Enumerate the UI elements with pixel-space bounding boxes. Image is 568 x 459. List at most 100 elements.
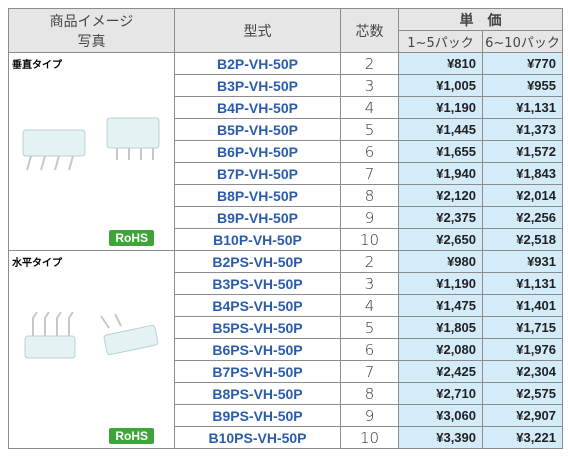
price-table: 商品イメージ 写真 型式 芯数 単 価 1~5パック 6~10パック 垂直タイプ R…	[8, 8, 563, 449]
table-row: B5P-VH-50P 5 ¥1,445 ¥1,373	[9, 118, 563, 141]
table-body: 垂直タイプ RoHS B2P-VH-50P 2 ¥810 ¥770 B3P-VH-50P 3 ¥…	[8, 52, 563, 449]
table-row: B7PS-VH-50P 7 ¥2,425 ¥2,304	[9, 360, 563, 383]
header-text: 商品イメージ	[49, 13, 134, 30]
price-cell: ¥1,131	[482, 96, 563, 119]
group-label: 水平タイプ	[12, 258, 62, 269]
price-cell: ¥1,005	[398, 74, 483, 97]
table-row: B6P-VH-50P 6 ¥1,655 ¥1,572	[9, 140, 563, 163]
cores-cell: 9	[340, 206, 399, 229]
image-cell: 垂直タイプ RoHS	[8, 52, 175, 251]
group-label: 垂直タイプ	[12, 60, 62, 71]
price-cell: ¥2,120	[398, 184, 483, 207]
model-cell: B4P-VH-50P	[174, 96, 341, 119]
table-row: B3PS-VH-50P 3 ¥1,190 ¥1,131	[9, 272, 563, 295]
cores-cell: 3	[340, 272, 399, 295]
price-cell: ¥2,650	[398, 228, 483, 251]
image-cell: 水平タイプ RoHS	[8, 250, 175, 449]
model-header: 型式	[174, 8, 341, 53]
model-cell: B9PS-VH-50P	[174, 404, 341, 427]
price-cell: ¥980	[398, 250, 483, 273]
price-cell: ¥810	[398, 52, 483, 75]
table-row: B6PS-VH-50P 6 ¥2,080 ¥1,976	[9, 338, 563, 361]
model-cell: B10PS-VH-50P	[174, 426, 341, 449]
price-cell: ¥3,221	[482, 426, 563, 449]
price-cell: ¥1,131	[482, 272, 563, 295]
product-photo	[24, 311, 159, 359]
cores-cell: 3	[340, 74, 399, 97]
model-cell: B7PS-VH-50P	[174, 360, 341, 383]
model-cell: B9P-VH-50P	[174, 206, 341, 229]
price-cell: ¥1,475	[398, 294, 483, 317]
price-cell: ¥2,425	[398, 360, 483, 383]
model-cell: B6PS-VH-50P	[174, 338, 341, 361]
price-cell: ¥2,518	[482, 228, 563, 251]
price-cell: ¥1,805	[398, 316, 483, 339]
model-cell: B6P-VH-50P	[174, 140, 341, 163]
image-header: 商品イメージ 写真	[8, 8, 175, 53]
price-cell: ¥2,256	[482, 206, 563, 229]
model-cell: B7P-VH-50P	[174, 162, 341, 185]
table-row: B10PS-VH-50P 10 ¥3,390 ¥3,221	[9, 426, 563, 449]
cores-cell: 5	[340, 118, 399, 141]
price-cell: ¥2,710	[398, 382, 483, 405]
table-row: B8PS-VH-50P 8 ¥2,710 ¥2,575	[9, 382, 563, 405]
price-cell: ¥955	[482, 74, 563, 97]
cores-header: 芯数	[340, 8, 399, 53]
price-cell: ¥1,572	[482, 140, 563, 163]
price-header: 単 価	[398, 8, 563, 31]
cores-cell: 2	[340, 250, 399, 273]
price-cell: ¥770	[482, 52, 563, 75]
cores-cell: 5	[340, 316, 399, 339]
header-text: 写真	[77, 33, 106, 50]
model-cell: B2P-VH-50P	[174, 52, 341, 75]
model-cell: B8P-VH-50P	[174, 184, 341, 207]
cores-cell: 4	[340, 96, 399, 119]
price-cell: ¥1,715	[482, 316, 563, 339]
price-cell: ¥2,304	[482, 360, 563, 383]
cores-cell: 6	[340, 140, 399, 163]
model-cell: B4PS-VH-50P	[174, 294, 341, 317]
cores-cell: 7	[340, 162, 399, 185]
cores-cell: 9	[340, 404, 399, 427]
table-row: 垂直タイプ RoHS B2P-VH-50P 2 ¥810 ¥770	[8, 52, 563, 251]
price-col-header: 6~10パック	[482, 30, 563, 53]
table-row: 水平タイプ RoHS B2PS-VH-50P 2 ¥980 ¥931	[8, 250, 563, 449]
cores-cell: 8	[340, 184, 399, 207]
model-cell: B8PS-VH-50P	[174, 382, 341, 405]
cores-cell: 10	[340, 426, 399, 449]
table-row: B3P-VH-50P 3 ¥1,005 ¥955	[9, 74, 563, 97]
table-row: B4P-VH-50P 4 ¥1,190 ¥1,131	[9, 96, 563, 119]
model-cell: B10P-VH-50P	[174, 228, 341, 251]
price-cell: ¥1,190	[398, 96, 483, 119]
cores-cell: 10	[340, 228, 399, 251]
cores-cell: 6	[340, 338, 399, 361]
table-row: B9PS-VH-50P 9 ¥3,060 ¥2,907	[9, 404, 563, 427]
model-cell: B3P-VH-50P	[174, 74, 341, 97]
price-cell: ¥3,390	[398, 426, 483, 449]
price-cell: ¥2,080	[398, 338, 483, 361]
price-cell: ¥2,575	[482, 382, 563, 405]
price-cell: ¥1,401	[482, 294, 563, 317]
table-row: B10P-VH-50P 10 ¥2,650 ¥2,518	[9, 228, 563, 251]
table-row: B4PS-VH-50P 4 ¥1,475 ¥1,401	[9, 294, 563, 317]
cores-cell: 4	[340, 294, 399, 317]
price-cell: ¥2,907	[482, 404, 563, 427]
price-cell: ¥1,190	[398, 272, 483, 295]
price-cell: ¥2,375	[398, 206, 483, 229]
price-cell: ¥1,976	[482, 338, 563, 361]
price-cell: ¥3,060	[398, 404, 483, 427]
cores-cell: 8	[340, 382, 399, 405]
table-row: B8P-VH-50P 8 ¥2,120 ¥2,014	[9, 184, 563, 207]
model-cell: B5PS-VH-50P	[174, 316, 341, 339]
price-cell: ¥931	[482, 250, 563, 273]
model-cell: B3PS-VH-50P	[174, 272, 341, 295]
price-cell: ¥2,014	[482, 184, 563, 207]
price-cell: ¥1,843	[482, 162, 563, 185]
price-cell: ¥1,373	[482, 118, 563, 141]
product-photo	[22, 117, 160, 171]
table-row: B5PS-VH-50P 5 ¥1,805 ¥1,715	[9, 316, 563, 339]
cores-cell: 7	[340, 360, 399, 383]
rohs-badge: RoHS	[109, 428, 154, 444]
model-cell: B2PS-VH-50P	[174, 250, 341, 273]
